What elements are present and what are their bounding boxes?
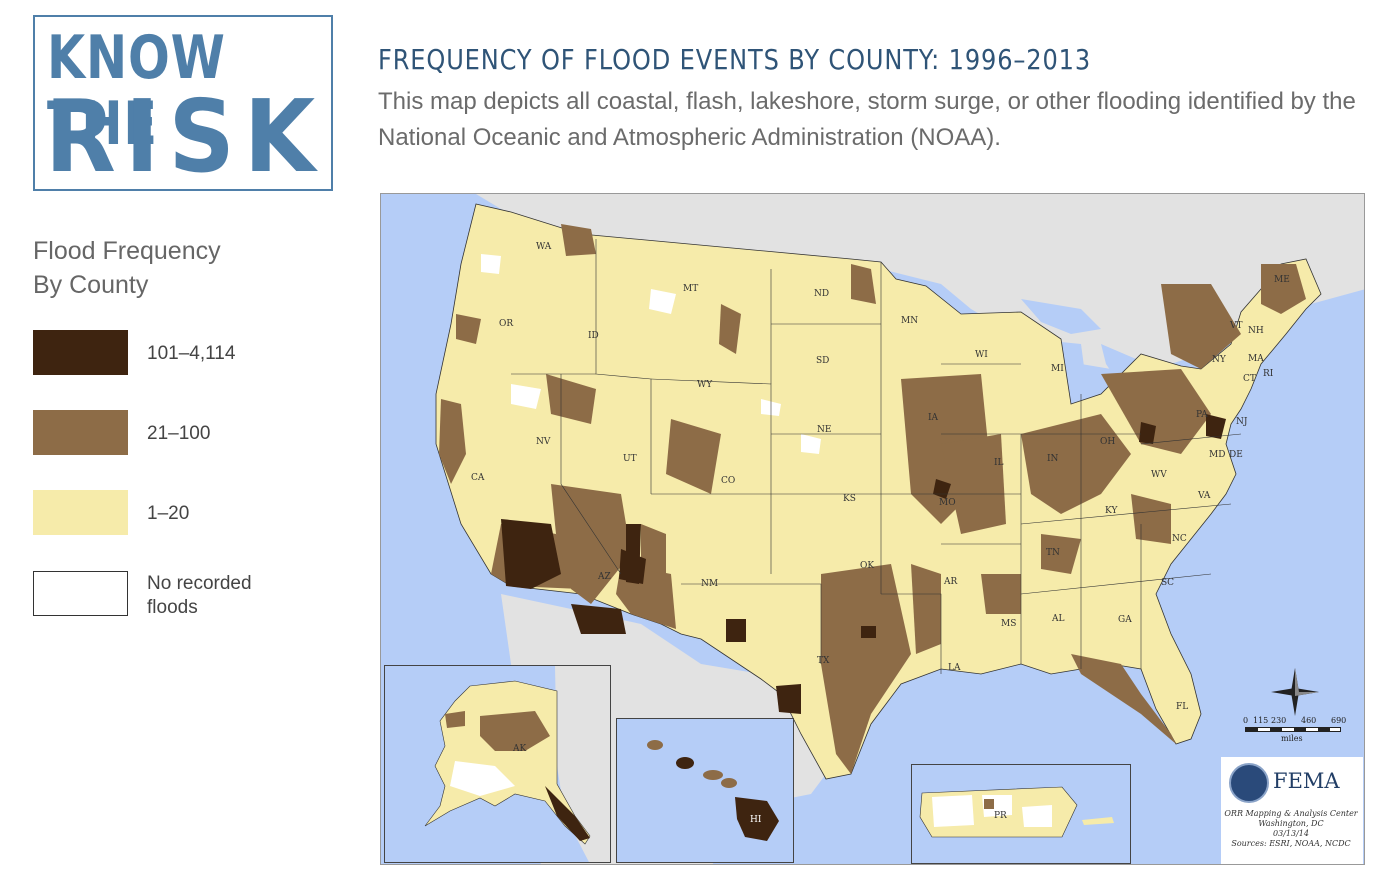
legend-swatch-none [33, 571, 128, 616]
state-label-oh: OH [1100, 437, 1116, 447]
state-label-nv: NV [536, 437, 551, 447]
state-label-wv: WV [1151, 470, 1167, 480]
legend-label-high: 101–4,114 [147, 343, 236, 364]
scale-tick-0: 0 [1243, 716, 1249, 725]
legend-title: Flood Frequency By County [33, 234, 221, 302]
legend-label-none: No recorded floods [147, 573, 252, 618]
legend-label-mid: 21–100 [147, 423, 211, 444]
state-label-ut: UT [623, 454, 637, 464]
state-label-pr: PR [994, 811, 1007, 821]
state-label-ne: NE [817, 425, 832, 435]
scale-tick-230: 230 [1271, 716, 1287, 725]
puerto-rico-graphic [919, 786, 1114, 838]
state-label-ga: GA [1118, 615, 1132, 625]
state-label-vt: VT [1230, 321, 1243, 331]
alaska-inset: AK [384, 665, 611, 863]
page-subtitle: This map depicts all coastal, flash, lak… [378, 88, 1356, 151]
state-label-ok: OK [860, 561, 875, 571]
us-map-graphic [381, 194, 1364, 864]
state-label-nd: ND [814, 289, 830, 299]
state-label-ri: RI [1263, 369, 1274, 379]
state-label-ia: IA [928, 413, 939, 423]
state-label-in: IN [1047, 454, 1059, 464]
hawaii-inset: HI [616, 718, 794, 863]
legend-swatch-low [33, 490, 128, 535]
legend-swatch-high [33, 330, 128, 375]
state-label-pa: PA [1196, 410, 1208, 420]
state-label-co: CO [721, 476, 736, 486]
logo-line-1: KNOW THE [47, 23, 226, 159]
state-label-al: AL [1052, 614, 1065, 624]
page-title: FREQUENCY OF FLOOD EVENTS BY COUNTY: 199… [378, 43, 1092, 76]
state-label-ma: MA [1248, 354, 1264, 364]
legend-title-line-1: Flood Frequency [33, 237, 221, 265]
credit-line-1: ORR Mapping & Analysis Center [1224, 809, 1358, 818]
state-label-me: ME [1274, 275, 1290, 285]
state-label-tn: TN [1046, 548, 1060, 558]
hawaii-graphic [647, 740, 779, 841]
state-label-hi: HI [750, 815, 762, 825]
state-label-or: OR [499, 319, 514, 329]
scale-bar: 0 115 230 460 690 miles [1243, 716, 1347, 746]
state-label-md: MD [1209, 450, 1226, 460]
state-label-nh: NH [1248, 326, 1264, 336]
conus-shape [435, 203, 1322, 780]
state-label-nc: NC [1172, 534, 1187, 544]
state-label-de: DE [1229, 450, 1243, 460]
state-label-fl: FL [1176, 702, 1189, 712]
state-label-tx: TX [817, 656, 830, 666]
scale-unit: miles [1281, 734, 1303, 743]
state-label-la: LA [948, 663, 961, 673]
fema-wordmark: FEMA [1273, 769, 1340, 793]
state-label-id: ID [588, 331, 599, 341]
alaska-graphic [424, 666, 610, 862]
credit-line-4: Sources: ESRI, NOAA, NCDC [1231, 839, 1351, 848]
state-label-wy: WY [697, 380, 713, 390]
state-label-mn: MN [901, 316, 919, 326]
state-label-az: AZ [598, 572, 611, 582]
legend-label-low: 1–20 [147, 503, 190, 524]
state-label-ct: CT [1243, 374, 1256, 384]
state-label-il: IL [994, 458, 1004, 468]
legend-swatch-mid [33, 410, 128, 455]
state-label-ky: KY [1105, 506, 1118, 516]
state-label-nm: NM [701, 579, 719, 589]
legend-title-line-2: By County [33, 271, 149, 299]
state-label-wi: WI [975, 350, 988, 360]
state-label-mt: MT [683, 284, 699, 294]
state-label-wa: WA [536, 242, 552, 252]
credit-line-3: 03/13/14 [1273, 829, 1309, 838]
credit-info: ORR Mapping & Analysis Center Washington… [1223, 809, 1359, 849]
logo-line-2: RISK [45, 78, 325, 195]
state-label-ny: NY [1212, 355, 1226, 365]
state-label-ak: AK [513, 744, 527, 754]
state-label-mi: MI [1051, 364, 1064, 374]
state-label-ar: AR [944, 577, 958, 587]
state-label-mo: MO [939, 498, 956, 508]
fema-credit-box: FEMA ORR Mapping & Analysis Center Washi… [1221, 757, 1363, 864]
state-label-ms: MS [1001, 619, 1017, 629]
credit-line-2: Washington, DC [1258, 819, 1324, 828]
flood-map: WA MT ND MN OR ID SD WY WI MI NY VT NH M… [380, 193, 1365, 865]
scale-tick-460: 460 [1301, 716, 1317, 725]
state-label-ca: CA [471, 473, 485, 483]
state-label-va: VA [1198, 491, 1211, 501]
dhs-seal-icon [1229, 763, 1269, 803]
scale-tick-690: 690 [1331, 716, 1347, 725]
puerto-rico-inset: PR [911, 764, 1131, 864]
state-label-sc: SC [1161, 578, 1175, 588]
scale-tick-115: 115 [1253, 716, 1269, 725]
state-label-ks: KS [843, 494, 856, 504]
know-the-risk-logo: KNOW THE RISK [33, 15, 333, 191]
state-label-sd: SD [816, 356, 830, 366]
compass-rose-icon [1271, 668, 1319, 716]
state-label-nj: NJ [1236, 417, 1248, 427]
